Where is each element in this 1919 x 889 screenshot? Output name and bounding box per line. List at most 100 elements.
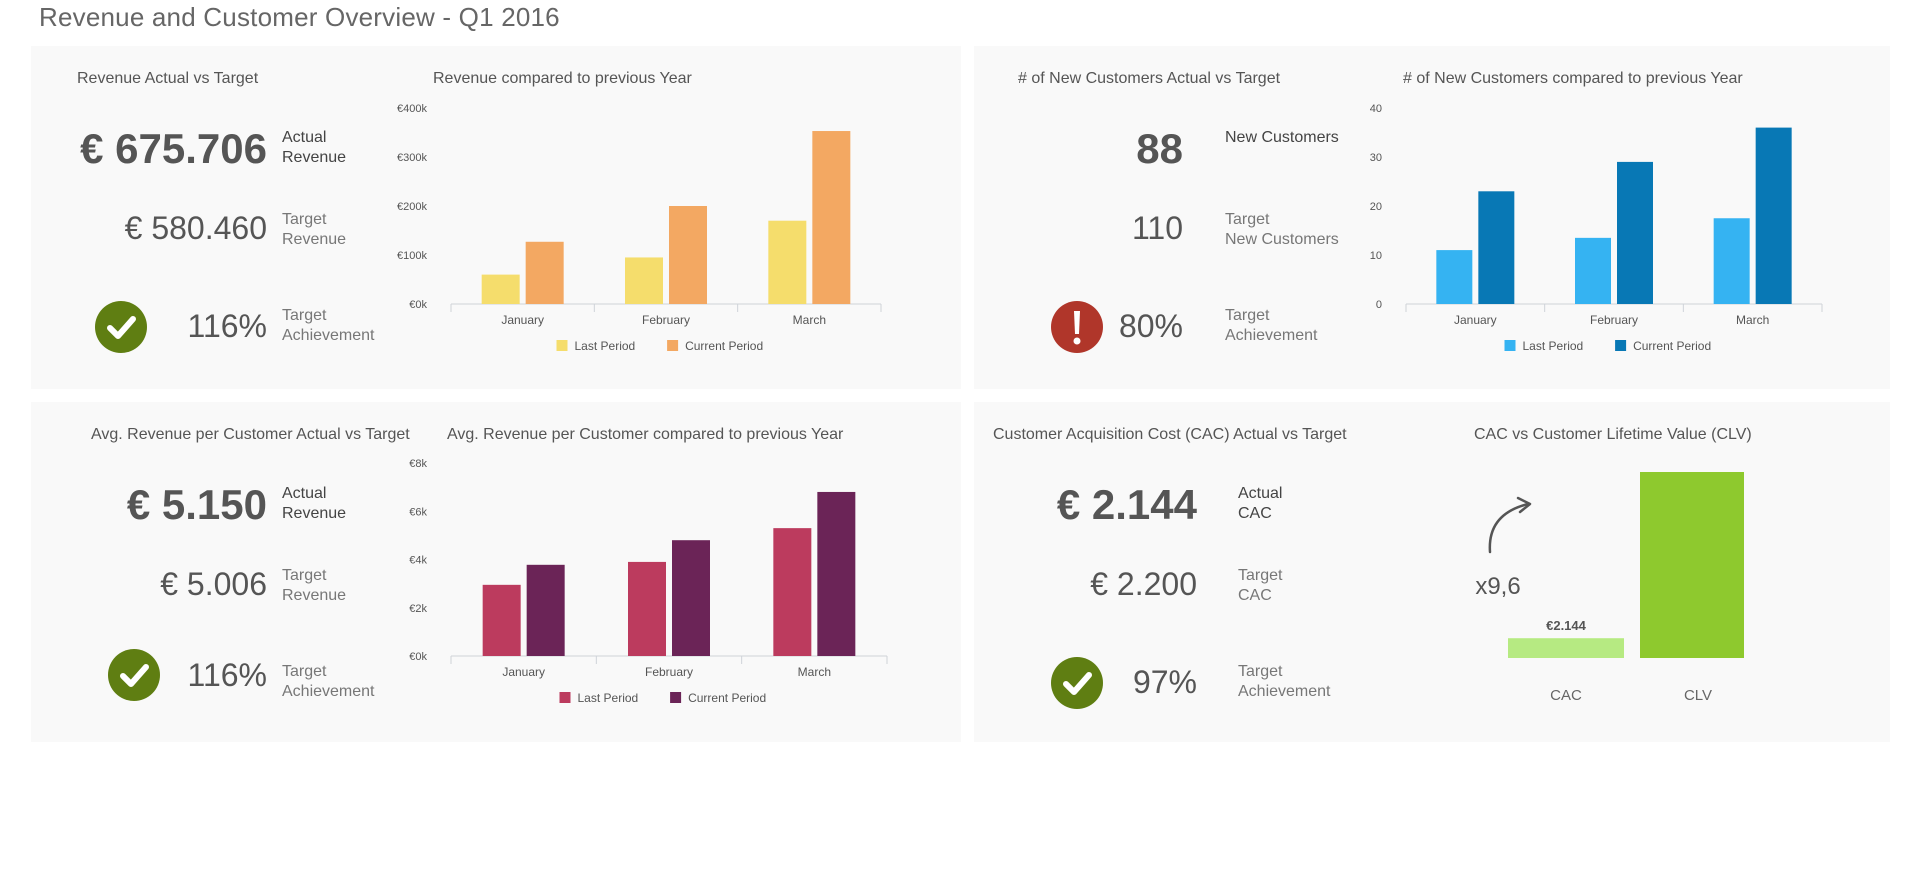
customers-chart-title: # of New Customers compared to previous … (1403, 70, 1743, 87)
bar-current-period (1478, 191, 1515, 304)
bar-last-period (773, 528, 812, 656)
growth-arrow-head-icon (1516, 496, 1532, 514)
y-tick-label: €300k (397, 152, 427, 164)
y-tick-label: €2k (409, 603, 427, 615)
x-tick-label: January (1454, 313, 1497, 327)
bar-last-period (625, 257, 663, 304)
revenue-actual-value: € 675.706 (80, 125, 267, 172)
y-tick-label: €6k (409, 506, 427, 518)
y-tick-label: €400k (397, 103, 427, 115)
bar-current-period (669, 206, 707, 304)
cac-kpi-title: Customer Acquisition Cost (CAC) Actual v… (993, 426, 1347, 443)
revenue-actual-label: Actual Revenue (282, 129, 347, 166)
revenue-achievement-label: Target Achievement (282, 307, 375, 344)
bar-last-period (1575, 237, 1611, 304)
legend-swatch (670, 692, 682, 703)
bar-current-period (526, 564, 565, 656)
x-tick-label: CLV (1684, 687, 1712, 702)
bar-current-period (817, 491, 856, 656)
arpc-actual-value: € 5.150 (126, 481, 267, 528)
x-tick-label: January (502, 665, 545, 679)
y-tick-label: 40 (1370, 103, 1382, 115)
legend-label: Last Period (578, 691, 639, 705)
cac-achievement-value: 97% (1132, 664, 1197, 700)
bar-current-period (1755, 127, 1792, 304)
customers-actual-value: 88 (1136, 125, 1183, 172)
legend-label: Current Period (688, 691, 766, 705)
cac-actual-label: Actual CAC (1238, 485, 1283, 522)
y-tick-label: 0 (1376, 299, 1382, 311)
legend-label: Last Period (575, 339, 636, 353)
customers-kpi-title: # of New Customers Actual vs Target (1018, 70, 1281, 87)
x-tick-label: February (645, 665, 693, 679)
customers-chart: 0 10 20 30 40 January February March Last Period… (1370, 103, 1823, 353)
checkmark-icon (108, 649, 160, 701)
revenue-kpi-title: Revenue Actual vs Target (77, 70, 259, 87)
arpc-panel: Avg. Revenue per Customer Actual vs Targ… (31, 402, 961, 742)
cac-target-label: Target CAC (1238, 567, 1283, 604)
growth-arrow-icon (1488, 502, 1530, 554)
bar-current-period (672, 540, 710, 656)
arpc-kpi-title: Avg. Revenue per Customer Actual vs Targ… (91, 426, 410, 443)
bar-clv (1640, 472, 1744, 658)
bar-last-period (1436, 250, 1473, 304)
arpc-achievement-label: Target Achievement (282, 663, 375, 700)
legend-swatch (1615, 340, 1627, 351)
y-tick-label: 10 (1370, 250, 1382, 262)
clv-chart-title: CAC vs Customer Lifetime Value (CLV) (1474, 426, 1752, 443)
customers-achievement-label: Target Achievement (1225, 307, 1318, 344)
y-tick-label: €0k (409, 651, 427, 663)
bar-last-period (628, 561, 666, 656)
bar-current-period (1617, 161, 1653, 304)
legend-label: Current Period (685, 339, 763, 353)
x-tick-label: February (642, 313, 690, 327)
y-tick-label: €0k (409, 299, 427, 311)
y-tick-label: €8k (409, 458, 427, 470)
bar-current-period (812, 131, 851, 304)
x-tick-label: March (1736, 313, 1769, 327)
revenue-target-value: € 580.460 (124, 210, 267, 246)
bar-last-period (481, 274, 520, 304)
exclamation-icon (1051, 301, 1103, 353)
customers-target-value: 110 (1131, 210, 1183, 246)
arpc-actual-label: Actual Revenue (282, 485, 347, 522)
customers-panel: # of New Customers Actual vs Target 88 N… (974, 46, 1890, 389)
customers-target-label: Target New Customers (1225, 211, 1339, 248)
revenue-achievement-value: 116% (187, 308, 267, 344)
x-tick-label: CAC (1550, 687, 1582, 702)
arpc-target-value: € 5.006 (160, 566, 267, 602)
y-tick-label: 20 (1370, 201, 1382, 213)
clv-multiplier: x9,6 (1475, 573, 1520, 600)
arpc-chart-title: Avg. Revenue per Customer compared to pr… (447, 426, 844, 443)
bar-last-period (768, 220, 807, 304)
x-tick-label: March (793, 313, 826, 327)
page-title: Revenue and Customer Overview - Q1 2016 (39, 2, 560, 32)
checkmark-icon (95, 301, 147, 353)
cac-panel: Customer Acquisition Cost (CAC) Actual v… (974, 402, 1890, 742)
arpc-achievement-value: 116% (187, 657, 267, 693)
revenue-target-label: Target Revenue (282, 211, 347, 248)
revenue-chart: €0k €100k €200k €300k €400k January February Ma… (397, 103, 882, 353)
legend-label: Current Period (1633, 339, 1711, 353)
legend-swatch (556, 340, 568, 351)
bar-current-period (525, 241, 564, 304)
customers-actual-label: New Customers (1225, 129, 1339, 146)
y-tick-label: 30 (1370, 152, 1382, 164)
bar-last-period (1713, 218, 1750, 304)
y-tick-label: €200k (397, 201, 427, 213)
checkmark-icon (1051, 657, 1103, 709)
x-tick-label: March (798, 665, 831, 679)
revenue-chart-title: Revenue compared to previous Year (433, 70, 692, 87)
legend-swatch (559, 692, 571, 703)
x-tick-label: February (1590, 313, 1638, 327)
bar-last-period (482, 584, 521, 656)
data-label: €2.144 (1546, 618, 1587, 633)
legend-swatch (1504, 340, 1516, 351)
x-tick-label: January (501, 313, 544, 327)
revenue-panel: Revenue Actual vs Target € 675.706 Actua… (31, 46, 961, 389)
arpc-chart: €0k €2k €4k €6k €8k January February March Last … (409, 458, 888, 705)
cac-target-value: € 2.200 (1090, 566, 1197, 602)
legend-swatch (667, 340, 679, 351)
arpc-target-label: Target Revenue (282, 567, 347, 604)
